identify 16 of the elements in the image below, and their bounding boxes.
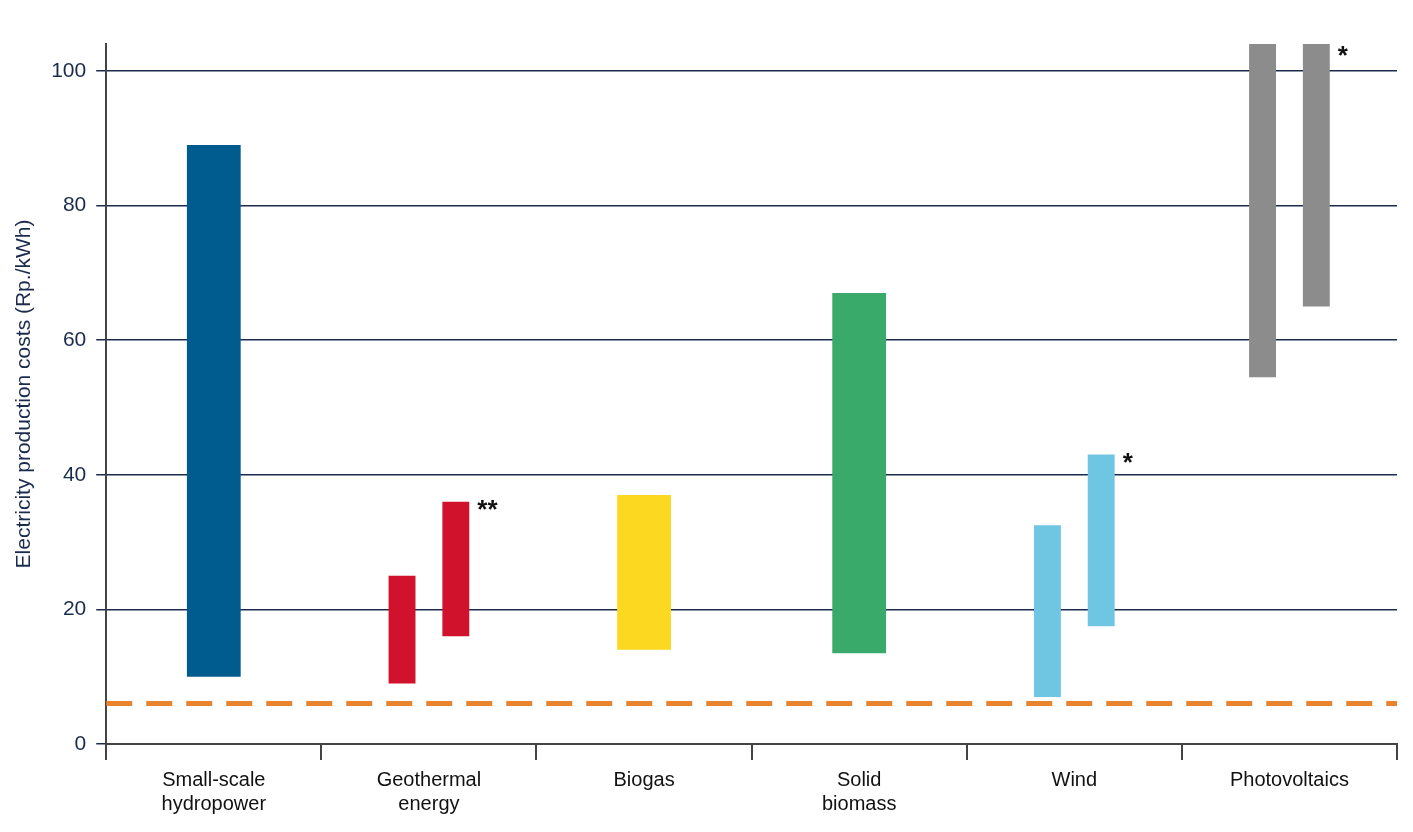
annotation: * — [1122, 446, 1134, 477]
x-tick-label: Photovoltaics — [1229, 767, 1349, 790]
y-tick-label: 100 — [51, 57, 87, 81]
y-tick-label: 20 — [62, 596, 87, 620]
annotation: ** — [477, 493, 499, 524]
x-tick-label: Wind — [1051, 767, 1098, 790]
y-tick-label: 80 — [62, 192, 87, 216]
y-tick-label: 0 — [74, 730, 87, 754]
annotation: * — [1337, 40, 1349, 71]
x-tick-label: Biogas — [613, 767, 675, 790]
x-tick-label: Solid biomass — [821, 767, 897, 814]
y-tick-label: 60 — [62, 326, 87, 350]
y-tick-label: 40 — [62, 461, 87, 485]
y-axis-title: Electricity production costs (Rp./kWh) — [11, 219, 35, 569]
x-tick-label: Small-scale hydropower — [161, 767, 267, 814]
x-tick-label: Geothermal energy — [376, 767, 482, 814]
